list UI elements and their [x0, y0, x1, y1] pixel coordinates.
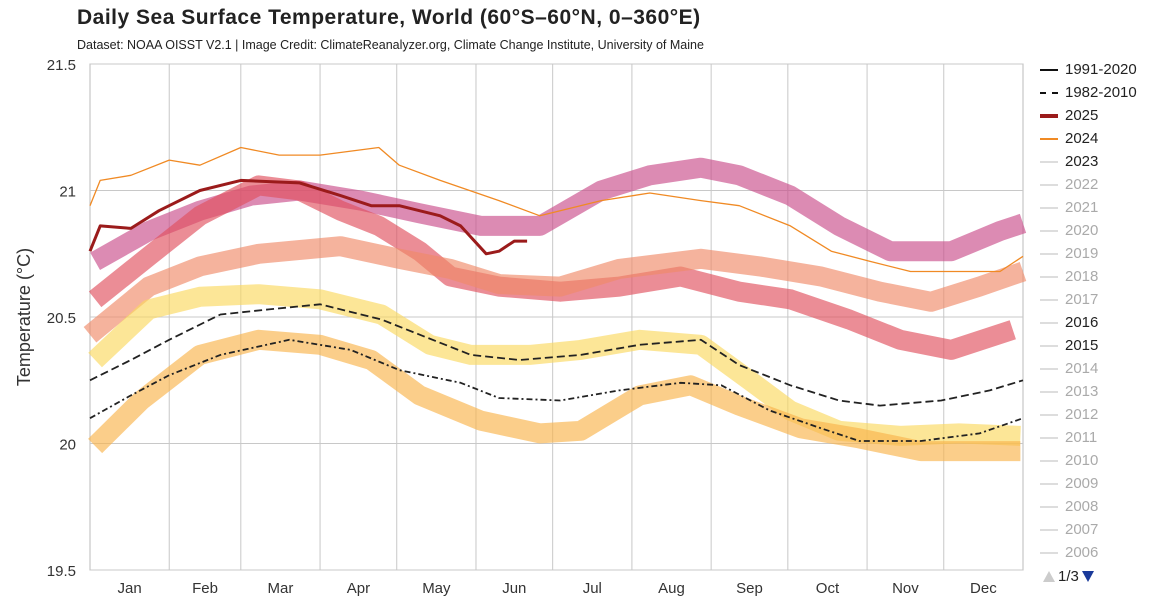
legend-item[interactable]: 1982-2010 [1040, 81, 1137, 104]
highlight-band [83, 236, 1027, 343]
series-line-1982-2010 [89, 338, 1024, 442]
legend: 1991-2020 1982-2010 2025 2024 2023 2022 2021 20… [1040, 58, 1137, 564]
legend-label: 2008 [1065, 498, 1099, 515]
legend-label: 2011 [1065, 429, 1098, 446]
x-tick-label: Jul [583, 580, 602, 597]
legend-label: 2009 [1065, 475, 1099, 492]
legend-swatch [1040, 252, 1058, 255]
legend-item[interactable]: 2018 [1040, 265, 1137, 288]
legend-label: 2014 [1065, 360, 1099, 377]
legend-page-down-icon[interactable] [1081, 571, 1094, 582]
x-tick-label: Jan [118, 580, 142, 597]
legend-label: 2024 [1065, 130, 1099, 147]
legend-label: 2016 [1065, 314, 1099, 331]
legend-swatch [1040, 229, 1058, 232]
legend-item[interactable]: 2017 [1040, 288, 1137, 311]
legend-item[interactable]: 2021 [1040, 196, 1137, 219]
legend-item[interactable]: 2006 [1040, 541, 1137, 564]
legend-pager: 1/3 [1043, 568, 1094, 585]
legend-label: 1991-2020 [1065, 61, 1137, 78]
legend-item[interactable]: 2007 [1040, 518, 1137, 541]
legend-swatch [1040, 137, 1058, 140]
legend-swatch [1040, 206, 1058, 209]
legend-label: 2012 [1065, 406, 1099, 423]
legend-item[interactable]: 2012 [1040, 403, 1137, 426]
legend-label: 2019 [1065, 245, 1099, 262]
legend-label: 2021 [1065, 199, 1099, 216]
y-tick-label: 21 [59, 184, 76, 201]
x-tick-label: Aug [658, 580, 685, 597]
legend-label: 2022 [1065, 176, 1099, 193]
y-axis-label: Temperature (°C) [14, 248, 34, 386]
series-line-1991-2020 [89, 303, 1024, 407]
legend-swatch [1040, 68, 1058, 71]
legend-item[interactable]: 2008 [1040, 495, 1137, 518]
legend-swatch [1040, 183, 1058, 186]
legend-label: 2010 [1065, 452, 1099, 469]
legend-item[interactable]: 2023 [1040, 150, 1137, 173]
legend-label: 1982-2010 [1065, 84, 1137, 101]
y-tick-label: 20 [59, 437, 76, 454]
legend-item[interactable]: 2025 [1040, 104, 1137, 127]
y-tick-label: 19.5 [47, 563, 76, 580]
legend-item[interactable]: 2022 [1040, 173, 1137, 196]
legend-swatch [1040, 367, 1058, 370]
chart-subtitle: Dataset: NOAA OISST V2.1 | Image Credit:… [77, 38, 704, 52]
series-line-2025 [88, 178, 528, 256]
legend-item[interactable]: 1991-2020 [1040, 58, 1137, 81]
legend-label: 2007 [1065, 521, 1099, 538]
legend-label: 2017 [1065, 291, 1099, 308]
legend-swatch [1040, 436, 1058, 439]
legend-label: 2015 [1065, 337, 1099, 354]
legend-label: 2023 [1065, 153, 1099, 170]
legend-swatch [1040, 459, 1058, 462]
legend-item[interactable]: 2019 [1040, 242, 1137, 265]
x-tick-label: Dec [970, 580, 997, 597]
legend-item[interactable]: 2014 [1040, 357, 1137, 380]
legend-item[interactable]: 2016 [1040, 311, 1137, 334]
legend-label: 2025 [1065, 107, 1099, 124]
legend-item[interactable]: 2009 [1040, 472, 1137, 495]
legend-swatch [1040, 344, 1058, 347]
legend-item[interactable]: 2013 [1040, 380, 1137, 403]
legend-item[interactable]: 2015 [1040, 334, 1137, 357]
x-tick-label: May [422, 580, 451, 597]
legend-swatch [1040, 113, 1058, 118]
legend-page-up-icon[interactable] [1043, 571, 1055, 582]
legend-swatch [1040, 275, 1058, 278]
chart-title: Daily Sea Surface Temperature, World (60… [77, 6, 701, 29]
legend-label: 2006 [1065, 544, 1099, 561]
x-tick-label: Jun [502, 580, 526, 597]
x-tick-label: Feb [192, 580, 218, 597]
legend-item[interactable]: 2024 [1040, 127, 1137, 150]
legend-swatch [1040, 321, 1058, 324]
series-line-2024 [89, 146, 1024, 273]
legend-swatch [1040, 91, 1058, 94]
legend-swatch [1040, 505, 1058, 508]
y-tick-label: 21.5 [47, 57, 76, 74]
legend-label: 2013 [1065, 383, 1099, 400]
x-tick-label: Sep [736, 580, 763, 597]
legend-label: 2018 [1065, 268, 1099, 285]
legend-swatch [1040, 390, 1058, 393]
legend-swatch [1040, 482, 1058, 485]
legend-item[interactable]: 2011 [1040, 426, 1137, 449]
legend-swatch [1040, 413, 1058, 416]
y-tick-label: 20.5 [47, 310, 76, 327]
x-tick-label: Oct [816, 580, 840, 597]
legend-item[interactable]: 2020 [1040, 219, 1137, 242]
x-tick-label: Nov [892, 580, 919, 597]
x-tick-label: Apr [347, 580, 370, 597]
x-tick-label: Mar [268, 580, 294, 597]
legend-page-indicator: 1/3 [1058, 568, 1079, 585]
legend-swatch [1040, 160, 1058, 163]
legend-label: 2020 [1065, 222, 1099, 239]
legend-swatch [1040, 298, 1058, 301]
legend-swatch [1040, 551, 1058, 554]
legend-item[interactable]: 2010 [1040, 449, 1137, 472]
legend-swatch [1040, 528, 1058, 531]
